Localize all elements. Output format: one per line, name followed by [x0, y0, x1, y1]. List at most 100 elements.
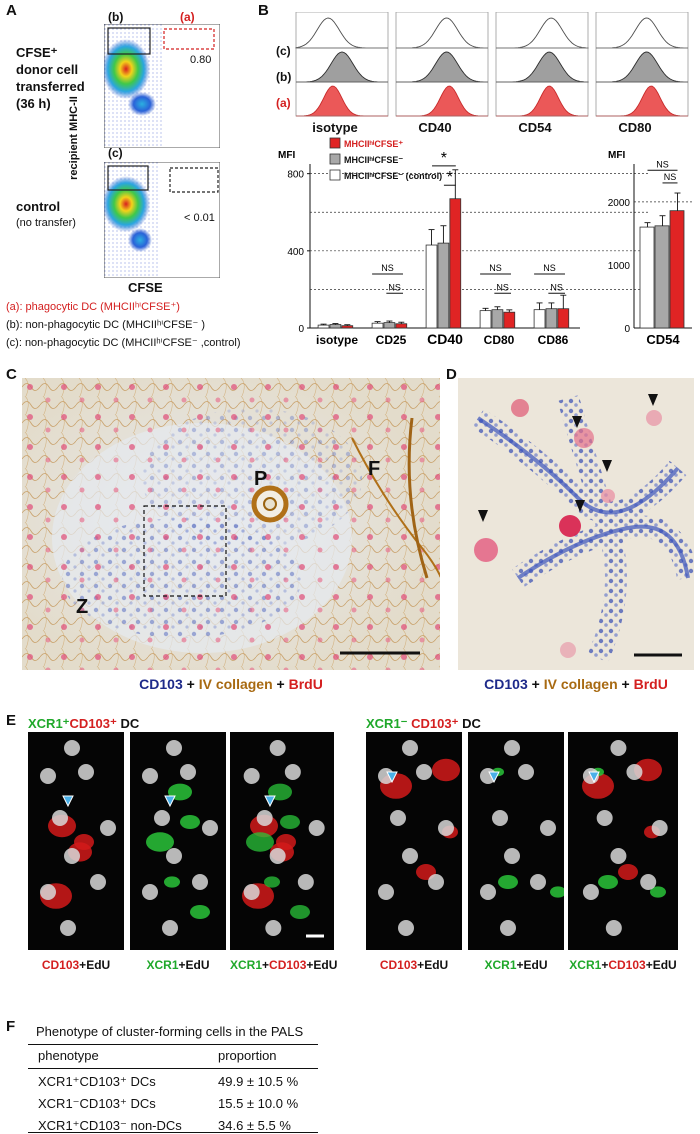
- ns-inner-3-label: NS: [496, 282, 509, 292]
- caption-d-plus1: +: [527, 676, 544, 692]
- caption-d: CD103 + IV collagen + BrdU: [458, 676, 694, 692]
- edu-nucleus: [402, 740, 418, 756]
- caption-e2-plus: +: [178, 958, 186, 972]
- fluorescence-image-1: [28, 732, 124, 950]
- edu-nucleus: [166, 740, 182, 756]
- histogram-panel: [295, 12, 689, 117]
- edu-nucleus: [582, 884, 599, 900]
- edu-nucleus: [265, 920, 282, 936]
- caption-e6: XCR1+CD103+EdU: [568, 958, 678, 972]
- cd103-signal: [276, 834, 296, 850]
- xcr1-signal: [650, 886, 666, 898]
- table-row-1-proportion: 49.9 ± 10.5 %: [218, 1074, 299, 1089]
- edu-nucleus: [40, 884, 56, 900]
- histology-image-c: P F Z: [22, 378, 440, 670]
- edu-nucleus: [605, 920, 622, 936]
- hist-row-a: (a): [276, 96, 291, 110]
- main-tick-label: 400: [287, 247, 304, 258]
- transfer-label-line3: transferred: [16, 79, 85, 94]
- xcr1-signal: [598, 875, 618, 889]
- flow-plot-transfer: [104, 24, 220, 148]
- bar-CD40-1: [437, 242, 450, 329]
- panel-a-legend: (a): phagocytic DC (MHCIIʰⁱCFSE⁺) (b): n…: [6, 298, 241, 352]
- mfi-bar-charts: MFI 0 400 800 isotype CD25 CD40 CD80 CD86 ** NS NS N…: [278, 137, 692, 347]
- title-left-xcr1: XCR1⁺: [28, 716, 70, 731]
- transfer-label-line4: (36 h): [16, 96, 51, 111]
- panel-letter-a: A: [6, 2, 17, 19]
- legend-b: (b): non-phagocytic DC (MHCIIʰⁱCFSE⁻ ): [6, 319, 206, 331]
- caption-e2-xcr1: XCR1: [146, 958, 179, 972]
- legend-swatch-1: [329, 153, 341, 165]
- edu-nucleus: [390, 810, 406, 826]
- caption-c: CD103 + IV collagen + BrdU: [22, 676, 440, 692]
- main-tick-label: 800: [287, 170, 304, 181]
- histology-image-d: [458, 378, 694, 670]
- bar-CD86-1: [545, 308, 558, 329]
- gate-c-label: (c): [108, 146, 123, 160]
- ns-cd54-inner-label: NS: [664, 172, 677, 182]
- caption-c-collagen: IV collagen: [198, 676, 273, 692]
- caption-e4-cd103: CD103: [379, 958, 418, 972]
- main-mfi-label: MFI: [278, 150, 295, 161]
- main-tick-label: 0: [298, 324, 304, 335]
- table-row-3-proportion: 34.6 ± 5.5 %: [218, 1118, 291, 1133]
- bar-CD25-0: [371, 322, 384, 329]
- edu-nucleus: [540, 820, 556, 836]
- edu-nucleus: [438, 820, 454, 836]
- flow-plot-control: [104, 162, 220, 278]
- table-title: Phenotype of cluster-forming cells in th…: [36, 1024, 304, 1039]
- bar-CD40-0: [425, 244, 438, 329]
- table-mid-rule: [28, 1068, 318, 1069]
- control-label-line2: (no transfer): [16, 217, 76, 229]
- edu-nucleus: [78, 764, 94, 780]
- table-header-phenotype: phenotype: [38, 1048, 99, 1063]
- panel-letter-b: B: [258, 2, 269, 19]
- arrowhead-marker: [488, 771, 500, 784]
- ns-inner-1-label: NS: [388, 282, 401, 292]
- edu-nucleus: [284, 764, 301, 780]
- hist-label-cd54: CD54: [518, 120, 552, 135]
- caption-e3-xcr1: XCR1: [230, 958, 263, 972]
- cd54-mfi-label: MFI: [608, 150, 625, 161]
- xcr1-signal: [264, 876, 280, 888]
- edu-nucleus: [500, 920, 516, 936]
- bar-cd54-2: [669, 210, 685, 329]
- xcr1-signal: [146, 832, 174, 852]
- arrowhead-marker: [386, 771, 398, 784]
- category-label-isotype: isotype: [316, 333, 358, 347]
- title-left-dc: DC: [116, 716, 140, 731]
- bar-isotype-0: [317, 324, 330, 329]
- caption-e3-cd103: CD103: [269, 958, 307, 972]
- bar-CD25-2: [395, 323, 408, 329]
- edu-nucleus: [480, 884, 496, 900]
- bar-CD80-0: [479, 310, 492, 329]
- caption-c-plus1: +: [182, 676, 199, 692]
- label-p: P: [254, 468, 268, 490]
- gate-a-label: (a): [180, 10, 195, 24]
- table-top-rule: [28, 1044, 318, 1045]
- caption-e5-edu: EdU: [523, 958, 548, 972]
- caption-d-plus2: +: [617, 676, 634, 692]
- legend-text-2: MHCIIʰⁱCFSE⁻ (control): [344, 170, 442, 181]
- edu-nucleus: [504, 848, 520, 864]
- edu-nucleus: [378, 884, 394, 900]
- edu-nucleus: [402, 848, 418, 864]
- ns-cd54-outer-label: NS: [656, 159, 669, 169]
- caption-e1-plus: +: [79, 958, 87, 972]
- legend-a: (a): phagocytic DC (MHCIIʰⁱCFSE⁺): [6, 301, 180, 313]
- panel-e-title-left: XCR1⁺CD103⁺ DC: [28, 716, 139, 732]
- ns-outer-3-label: NS: [489, 263, 502, 273]
- gate-b-label: (b): [108, 10, 124, 24]
- caption-e1-edu: EdU: [86, 958, 111, 972]
- table-header-proportion: proportion: [218, 1048, 277, 1063]
- table-row-1-phenotype: XCR1⁺CD103⁺ DCs: [38, 1074, 156, 1089]
- ns-outer-1-label: NS: [381, 263, 394, 273]
- sig-cd40-outer-label: *: [441, 150, 447, 167]
- edu-nucleus: [142, 768, 158, 784]
- sig-cd40-inner-label: *: [447, 169, 453, 186]
- table-row-2-proportion: 15.5 ± 10.0 %: [218, 1096, 299, 1111]
- edu-nucleus: [64, 848, 80, 864]
- y-axis-label: recipient MHC-II: [68, 96, 80, 180]
- edu-nucleus: [256, 810, 273, 826]
- caption-e6-edu: EdU: [652, 958, 677, 972]
